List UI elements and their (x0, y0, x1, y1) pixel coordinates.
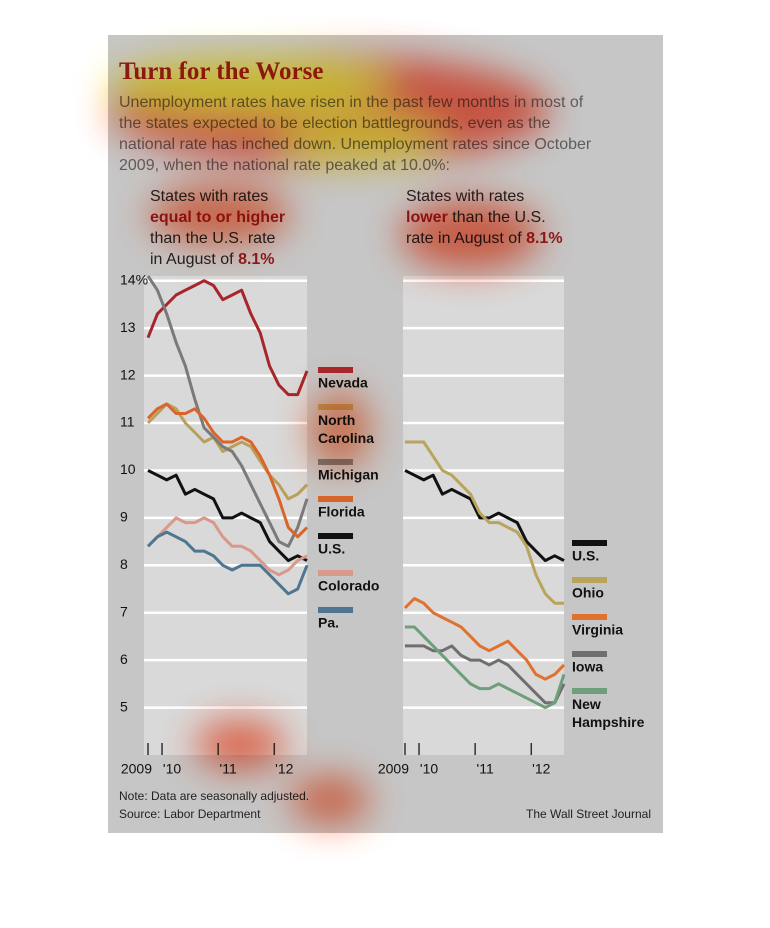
panel-heading: States with rates lower than the U.S. rate… (406, 186, 563, 249)
heading-text: States with rates (406, 188, 525, 205)
legend-swatch (318, 496, 353, 502)
legend-label: Colorado (318, 578, 379, 594)
heading-line: in August of 8.1% (150, 249, 285, 270)
x-tick-label: '10 (163, 761, 181, 777)
series-line (147, 469, 308, 563)
series-line (146, 530, 309, 596)
legend-label-line: Carolina (318, 430, 374, 446)
heading-line: equal to or higher (150, 207, 285, 228)
series-line (146, 516, 308, 577)
panel-heading: States with rates equal to or higher than … (150, 186, 285, 270)
series-line (405, 440, 564, 605)
heading-text: 8.1% (526, 230, 563, 247)
legend-swatch (572, 614, 607, 620)
legend-label-line: Hampshire (572, 714, 645, 730)
series-line (403, 597, 566, 681)
title: Turn for the Worse (119, 58, 324, 85)
legend-label: Nevada (318, 375, 368, 391)
legend-swatch (572, 688, 607, 694)
plot-area (144, 276, 307, 755)
legend-swatch (318, 459, 353, 465)
heading-line: States with rates (150, 186, 285, 207)
heading-line: rate in August of 8.1% (406, 228, 563, 249)
y-tick-label: 12 (120, 366, 136, 382)
y-tick-label: 13 (120, 319, 136, 335)
heading-text: than the U.S. rate (150, 230, 276, 247)
x-tick-label: '12 (532, 761, 550, 777)
legend-label: U.S. (572, 548, 599, 564)
heading-text: in August of (150, 251, 239, 268)
x-tick-label: '11 (220, 761, 237, 777)
series-line (405, 625, 566, 710)
y-tick-label: 5 (120, 698, 128, 714)
x-tick-label: '12 (275, 761, 293, 777)
heading-text: lower (406, 209, 448, 226)
legend-label: Ohio (572, 585, 604, 601)
legend-swatch (318, 570, 353, 576)
heading-line: lower than the U.S. (406, 207, 563, 228)
credit: The Wall Street Journal (526, 807, 651, 821)
legend-label-line: New (572, 696, 601, 712)
legend-label: Florida (318, 504, 365, 520)
legend-label: U.S. (318, 541, 345, 557)
heading-text: equal to or higher (150, 209, 286, 226)
series-line (146, 275, 309, 548)
x-tick-label: '10 (420, 761, 438, 777)
source: Source: Labor Department (119, 807, 261, 821)
legend-label: Pa. (318, 615, 339, 631)
heading-text: rate in August of (406, 230, 527, 247)
heading-line: States with rates (406, 186, 563, 207)
y-tick-label: 11 (120, 414, 135, 430)
note: Note: Data are seasonally adjusted. (119, 789, 310, 803)
legend-label: Michigan (318, 467, 379, 483)
y-tick-label: 10 (120, 461, 136, 477)
y-tick-label: 7 (120, 603, 128, 619)
legend-label: Virginia (572, 622, 623, 638)
description: Unemployment rates have risen in the pas… (119, 94, 592, 174)
y-tick-label: 8 (120, 556, 128, 572)
legend-swatch (318, 404, 353, 410)
heading-text: 8.1% (238, 251, 275, 268)
legend-swatch (318, 367, 353, 373)
y-tick-label: 6 (120, 651, 128, 667)
x-tick-label: '11 (477, 761, 494, 777)
legend-swatch (572, 651, 607, 657)
legend-swatch (572, 577, 607, 583)
y-tick-label: 14% (120, 271, 148, 287)
legend-label-line: North (318, 412, 355, 428)
legend-swatch (572, 540, 607, 546)
series-line (146, 402, 309, 539)
series-line (405, 644, 566, 705)
heading-line: than the U.S. rate (150, 228, 285, 249)
series-line (146, 279, 309, 397)
legend-label: New Hampshire (572, 696, 645, 730)
heading-text: than the U.S. (447, 209, 546, 226)
heading-text: States with rates (150, 188, 269, 205)
y-tick-label: 9 (120, 509, 128, 525)
legend-swatch (318, 607, 353, 613)
legend-swatch (318, 533, 353, 539)
x-tick-label: 2009 (121, 761, 152, 777)
legend-label: Iowa (572, 659, 603, 675)
x-tick-label: 2009 (378, 761, 409, 777)
